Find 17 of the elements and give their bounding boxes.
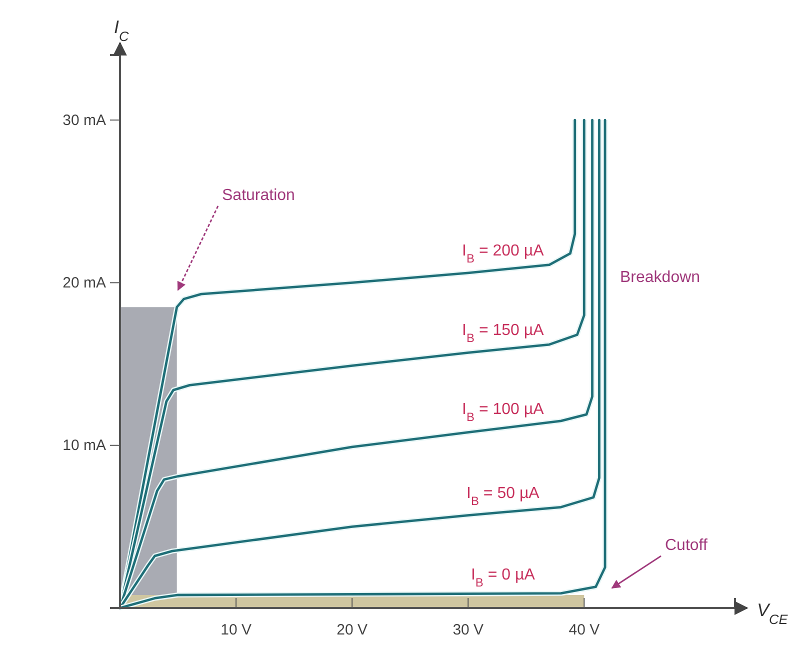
- y-tick-label: 20 mA: [62, 274, 106, 292]
- series-label: I$_{B}$ = 50 µA: [466, 485, 540, 508]
- x-tick-label: 10 V: [220, 622, 252, 639]
- series-label: I$_{B}$ = 150 µA: [462, 322, 544, 346]
- y-tick-label: 30 mA: [62, 112, 106, 129]
- y-tick-label: 10 mA: [62, 437, 106, 454]
- series-label: I$_{B}$ = 200 µA: [462, 242, 544, 266]
- x-tick-label: 20 V: [336, 622, 368, 639]
- x-axis-title: V$_{CE}$: [757, 600, 788, 626]
- x-tick-label: 30 V: [452, 622, 484, 639]
- series-label: I$_{B}$ = 0 µA: [470, 566, 536, 590]
- y-axis-title: I$_{C}$: [114, 17, 130, 44]
- series-label: I$_{B}$ = 100 µA: [462, 401, 544, 424]
- annotation: Saturation: [222, 187, 295, 204]
- annotation: Cutoff: [665, 537, 708, 554]
- annotation: Breakdown: [620, 269, 700, 286]
- x-tick-label: 40 V: [568, 622, 600, 639]
